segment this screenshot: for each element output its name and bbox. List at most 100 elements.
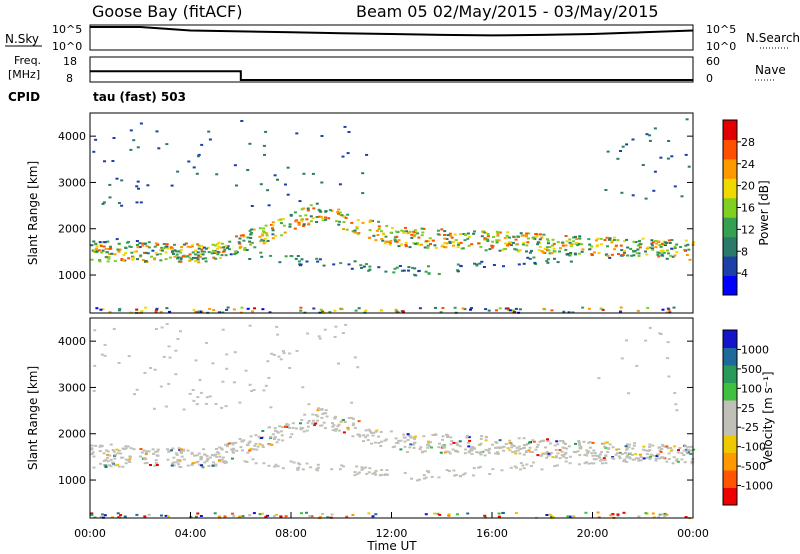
range-cell bbox=[689, 449, 693, 452]
range-cell bbox=[162, 247, 166, 250]
range-cell bbox=[567, 311, 571, 314]
range-cell bbox=[431, 239, 435, 242]
range-cell bbox=[400, 243, 404, 246]
range-cell bbox=[179, 251, 183, 254]
range-cell bbox=[686, 446, 690, 449]
range-cell bbox=[365, 472, 369, 475]
range-cell bbox=[174, 461, 178, 464]
range-cell bbox=[482, 231, 486, 234]
range-cell bbox=[426, 470, 429, 473]
range-cell bbox=[629, 247, 633, 250]
range-cell bbox=[266, 189, 270, 192]
range-cell bbox=[478, 465, 482, 468]
range-cell bbox=[221, 456, 225, 459]
range-cell bbox=[212, 461, 215, 464]
range-cell bbox=[173, 255, 177, 258]
range-cell bbox=[407, 269, 410, 272]
range-cell bbox=[356, 232, 360, 235]
range-cell bbox=[513, 310, 517, 313]
range-cell bbox=[230, 448, 234, 451]
range-cell bbox=[94, 138, 98, 141]
range-cell bbox=[199, 515, 203, 517]
range-cell bbox=[559, 440, 563, 442]
range-cell bbox=[413, 229, 417, 232]
range-cell bbox=[271, 233, 275, 236]
range-cell bbox=[501, 511, 505, 514]
range-cell bbox=[559, 247, 562, 250]
range-cell bbox=[280, 434, 284, 437]
range-cell bbox=[495, 241, 499, 244]
range-cell bbox=[526, 241, 530, 244]
range-cell bbox=[337, 212, 340, 215]
range-cell bbox=[104, 458, 108, 461]
range-cell bbox=[224, 443, 228, 446]
range-cell bbox=[498, 231, 502, 234]
range-cell bbox=[670, 239, 674, 241]
range-cell bbox=[200, 310, 204, 313]
range-cell bbox=[598, 456, 601, 459]
range-cell bbox=[355, 465, 359, 468]
range-cell bbox=[264, 130, 268, 133]
range-cell bbox=[585, 461, 588, 464]
range-cell bbox=[318, 209, 322, 212]
range-cell bbox=[494, 452, 498, 455]
range-cell bbox=[607, 448, 610, 450]
range-cell bbox=[667, 140, 671, 142]
range-cell bbox=[663, 244, 667, 246]
range-cell bbox=[671, 462, 675, 465]
range-cell bbox=[111, 449, 115, 451]
range-cell bbox=[475, 451, 479, 454]
range-cell bbox=[644, 512, 648, 515]
range-cell bbox=[196, 155, 200, 158]
range-cell bbox=[448, 232, 452, 235]
range-cell bbox=[194, 311, 198, 314]
colorbar-tick-label: 25 bbox=[741, 402, 755, 415]
range-cell bbox=[135, 308, 139, 311]
range-cell bbox=[153, 258, 156, 261]
range-cell bbox=[685, 254, 689, 256]
range-cell bbox=[667, 239, 671, 242]
range-cell bbox=[289, 460, 293, 463]
range-cell bbox=[225, 308, 229, 311]
range-cell bbox=[556, 452, 560, 455]
range-cell bbox=[680, 452, 684, 454]
range-cell bbox=[371, 472, 375, 475]
range-cell bbox=[106, 450, 110, 453]
range-cell bbox=[377, 225, 381, 228]
range-cell bbox=[212, 252, 216, 254]
range-cell bbox=[622, 249, 626, 252]
range-cell bbox=[587, 238, 591, 241]
range-cell bbox=[189, 246, 193, 249]
range-cell bbox=[667, 458, 671, 460]
range-cell bbox=[508, 241, 512, 244]
range-cell bbox=[104, 449, 108, 452]
range-cell bbox=[276, 178, 279, 181]
range-cell bbox=[484, 439, 488, 442]
range-cell bbox=[597, 252, 601, 255]
range-cell bbox=[615, 448, 619, 451]
range-cell bbox=[314, 422, 318, 425]
range-cell bbox=[429, 441, 433, 444]
range-cell bbox=[112, 450, 116, 453]
colorbar-segment bbox=[723, 330, 737, 348]
range-cell bbox=[252, 228, 256, 231]
colorbar-tick-label: 8 bbox=[741, 245, 748, 258]
range-cell bbox=[544, 452, 547, 455]
range-cell bbox=[215, 247, 219, 250]
range-cell bbox=[599, 237, 603, 240]
range-cell bbox=[488, 447, 492, 450]
range-cell bbox=[213, 250, 217, 253]
range-cell bbox=[367, 512, 371, 515]
range-cell bbox=[451, 241, 455, 244]
range-cell bbox=[449, 234, 453, 237]
range-cell bbox=[102, 201, 106, 204]
range-cell bbox=[364, 466, 368, 469]
range-cell bbox=[375, 229, 379, 232]
range-cell bbox=[417, 243, 421, 246]
range-cell bbox=[533, 261, 537, 264]
range-cell bbox=[422, 435, 426, 438]
range-cell bbox=[211, 243, 215, 246]
range-cell bbox=[537, 249, 541, 252]
range-cell bbox=[642, 445, 646, 448]
